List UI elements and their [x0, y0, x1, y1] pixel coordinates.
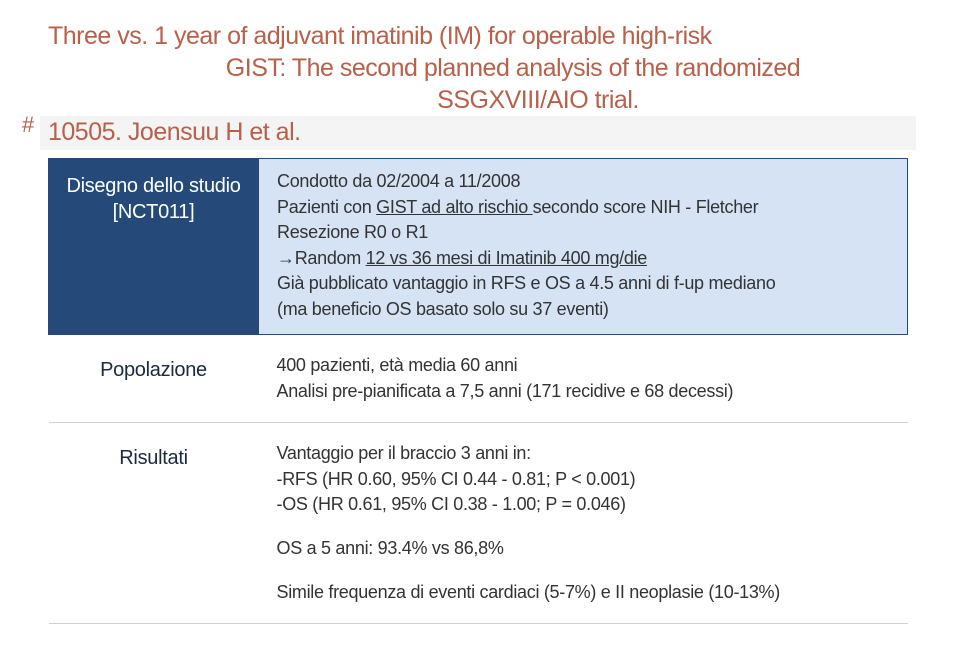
body-text: secondo score NIH - Fletcher — [533, 197, 759, 217]
row-body-design: Condotto da 02/2004 a 11/2008 Pazienti c… — [259, 159, 908, 335]
title-line-4: 10505. Joensuu H et al. — [40, 116, 916, 150]
row-body-results: Vantaggio per il braccio 3 anni in: -RFS… — [259, 423, 908, 624]
body-text: 400 pazienti, età media 60 anni — [277, 355, 518, 375]
title-line-1: Three vs. 1 year of adjuvant imatinib (I… — [48, 20, 908, 52]
table-row: Risultati Vantaggio per il braccio 3 ann… — [49, 423, 908, 624]
body-text: OS a 5 anni: 93.4% vs 86,8% — [277, 538, 504, 558]
body-text-underlined: 12 vs 36 mesi di Imatinib 400 mg/die — [366, 248, 647, 268]
row-body-population: 400 pazienti, età media 60 anni Analisi … — [259, 335, 908, 423]
body-text: Già pubblicato vantaggio in RFS e OS a 4… — [277, 273, 775, 293]
body-text: Vantaggio per il braccio 3 anni in: — [277, 443, 531, 463]
body-text: Resezione R0 o R1 — [277, 222, 428, 242]
slide-title: Three vs. 1 year of adjuvant imatinib (I… — [48, 20, 908, 150]
body-text: Analisi pre-pianificata a 7,5 anni (171 … — [277, 381, 734, 401]
body-text: Simile frequenza di eventi cardiaci (5-7… — [277, 582, 780, 602]
row-label-results: Risultati — [49, 423, 259, 624]
body-text: -RFS (HR 0.60, 95% CI 0.44 - 0.81; P < 0… — [277, 469, 636, 489]
content-table: Disegno dello studio [NCT011] Condotto d… — [48, 158, 908, 624]
row-label-population: Popolazione — [49, 335, 259, 423]
body-text-underlined: GIST ad alto rischio — [376, 197, 532, 217]
label-line: [NCT011] — [113, 201, 195, 223]
title-line-2: GIST: The second planned analysis of the… — [48, 52, 908, 84]
body-text: Condotto da 02/2004 a 11/2008 — [277, 171, 520, 191]
body-text: (ma beneficio OS basato solo su 37 event… — [277, 299, 609, 319]
label-line: Risultati — [119, 447, 187, 469]
label-line: Disegno dello studio — [66, 175, 240, 197]
title-line-3: SSGXVIII/AIO trial. — [48, 84, 908, 116]
row-label-design: Disegno dello studio [NCT011] — [49, 159, 259, 335]
body-text: -OS (HR 0.61, 95% CI 0.38 - 1.00; P = 0.… — [277, 494, 626, 514]
hash-mark: # — [22, 112, 34, 138]
arrow-icon: → — [277, 248, 295, 268]
label-line: Popolazione — [100, 359, 207, 381]
body-text: Pazienti con — [277, 197, 376, 217]
body-text: Random — [295, 248, 366, 268]
table-row: Popolazione 400 pazienti, età media 60 a… — [49, 335, 908, 423]
table-row: Disegno dello studio [NCT011] Condotto d… — [49, 159, 908, 335]
